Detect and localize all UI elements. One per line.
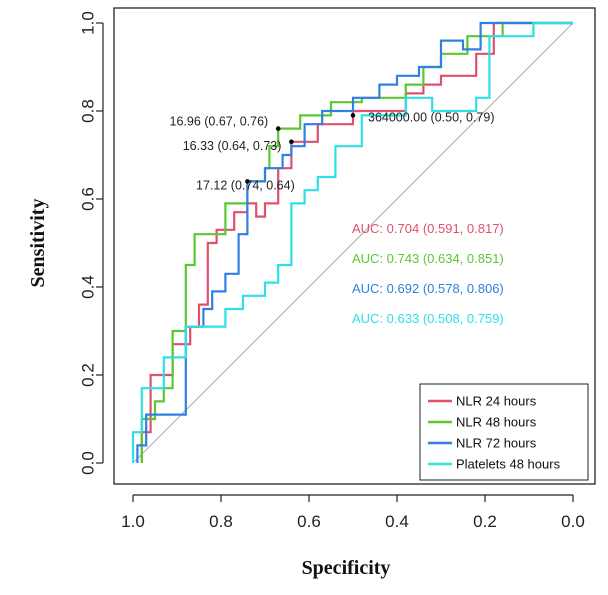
y-axis-title: Sensitivity — [27, 199, 49, 288]
legend: NLR 24 hours NLR 48 hours NLR 72 hours Plat… — [419, 383, 589, 481]
auc-annotation: AUC: 0.743 (0.634, 0.851) — [352, 251, 504, 266]
x-tick-label: 0.2 — [473, 512, 497, 531]
cutoff-label: 16.33 (0.64, 0.73) — [183, 139, 282, 153]
x-tick-label: 0.8 — [209, 512, 233, 531]
cutoff-layer: 16.96 (0.67, 0.76) 16.33 (0.64, 0.73) 17.1… — [170, 110, 495, 192]
x-axis: 1.0 0.8 0.6 0.4 0.2 0.0 — [121, 494, 585, 531]
cutoff-point — [350, 113, 356, 118]
x-tick-label: 0.6 — [297, 512, 321, 531]
cutoff-label: 16.96 (0.67, 0.76) — [170, 115, 269, 129]
x-tick-label: 0.0 — [561, 512, 585, 531]
y-tick-label: 0.2 — [78, 363, 97, 387]
legend-label: NLR 72 hours — [456, 436, 537, 451]
cutoff-point — [245, 179, 250, 184]
cutoff-point — [289, 139, 294, 145]
auc-annotations: AUC: 0.704 (0.591, 0.817) AUC: 0.743 (0.6… — [352, 221, 504, 326]
auc-annotation: AUC: 0.692 (0.578, 0.806) — [352, 281, 504, 296]
auc-annotation: AUC: 0.704 (0.591, 0.817) — [352, 221, 504, 236]
reference-diagonal — [132, 22, 574, 464]
y-tick-label: 1.0 — [78, 11, 97, 35]
x-axis-title: Specificity — [302, 557, 391, 579]
legend-label: Platelets 48 hours — [456, 457, 561, 472]
y-tick-label: 0.4 — [78, 275, 97, 299]
x-tick-label: 1.0 — [121, 512, 145, 531]
legend-label: NLR 24 hours — [456, 394, 537, 409]
y-tick-label: 0.0 — [78, 451, 97, 475]
y-axis: 0.0 0.2 0.4 0.6 0.8 1.0 — [78, 11, 104, 475]
cutoff-label: 17.12 (0.74, 0.64) — [196, 178, 295, 192]
cutoff-label: 364000.00 (0.50, 0.79) — [368, 110, 495, 124]
cutoff-point — [275, 126, 281, 131]
x-tick-label: 0.4 — [385, 512, 409, 531]
y-tick-label: 0.8 — [78, 99, 97, 123]
series-layer — [131, 21, 573, 463]
plot-frame — [113, 7, 596, 485]
series-line-4 — [131, 21, 573, 463]
auc-annotation: AUC: 0.633 (0.508, 0.759) — [352, 311, 504, 326]
series-line-1 — [140, 21, 573, 463]
y-tick-label: 0.6 — [78, 187, 97, 211]
legend-label: NLR 48 hours — [456, 415, 537, 430]
series-line-3 — [136, 21, 573, 463]
